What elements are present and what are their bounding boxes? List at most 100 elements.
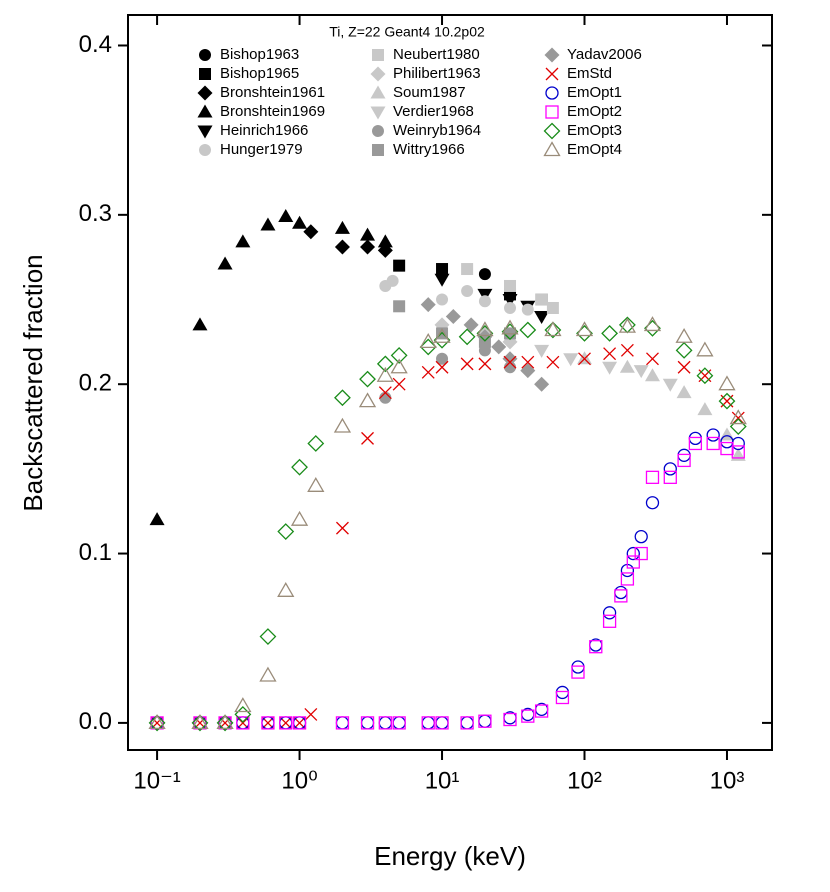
data-point bbox=[626, 555, 640, 569]
data-point bbox=[519, 321, 537, 339]
data-point bbox=[191, 714, 209, 730]
data-point bbox=[706, 428, 720, 442]
data-point bbox=[333, 417, 352, 433]
data-point bbox=[601, 324, 619, 342]
data-point bbox=[502, 351, 518, 367]
data-point bbox=[521, 303, 534, 316]
x-tick-label: 10⁻¹ bbox=[133, 767, 180, 794]
data-point bbox=[148, 714, 166, 732]
data-point bbox=[358, 392, 377, 408]
data-point bbox=[419, 333, 437, 349]
data-point bbox=[645, 470, 660, 484]
data-point bbox=[433, 327, 451, 343]
x-tick-label: 10² bbox=[567, 767, 602, 794]
data-point bbox=[718, 375, 736, 391]
data-point bbox=[677, 360, 691, 374]
legend-label: Yadav2006 bbox=[567, 46, 642, 63]
legend-label: Bronshtein1969 bbox=[220, 103, 325, 120]
data-point bbox=[378, 716, 392, 730]
data-point bbox=[602, 606, 617, 620]
data-point bbox=[534, 310, 550, 324]
data-point bbox=[634, 529, 648, 544]
data-point bbox=[577, 351, 593, 365]
x-tick-label: 10⁰ bbox=[281, 767, 317, 794]
data-point bbox=[626, 546, 640, 561]
data-point bbox=[718, 392, 736, 410]
data-point bbox=[504, 361, 517, 374]
data-point bbox=[277, 582, 295, 597]
legend-marker bbox=[543, 122, 561, 140]
data-point bbox=[504, 279, 517, 292]
legend-marker bbox=[372, 49, 384, 61]
y-axis-title: Backscattered fraction bbox=[18, 254, 48, 511]
data-point bbox=[696, 341, 714, 357]
data-point bbox=[191, 714, 209, 732]
data-point bbox=[502, 294, 518, 308]
legend-marker bbox=[199, 49, 211, 61]
data-point bbox=[435, 360, 449, 374]
data-point bbox=[376, 355, 394, 373]
legend-marker bbox=[197, 85, 213, 101]
data-point bbox=[688, 436, 703, 451]
plot-frame bbox=[127, 14, 773, 751]
data-point bbox=[633, 365, 649, 379]
y-tick-label: 0.0 bbox=[79, 708, 112, 735]
series bbox=[149, 209, 393, 526]
data-point bbox=[696, 367, 714, 385]
data-point bbox=[421, 716, 435, 730]
legend-label: Bishop1963 bbox=[220, 46, 299, 63]
legend-label: Bishop1965 bbox=[220, 65, 299, 82]
y-tick-label: 0.2 bbox=[79, 370, 112, 397]
data-point bbox=[644, 368, 660, 382]
data-point bbox=[491, 339, 507, 355]
data-point bbox=[392, 377, 406, 391]
legend-label: Verdier1968 bbox=[393, 103, 474, 120]
annotation: Ti, Z=22 Geant4 10.2p02 bbox=[329, 24, 485, 40]
legend-label: Soum1987 bbox=[393, 84, 466, 101]
data-point bbox=[292, 215, 308, 229]
data-point bbox=[304, 707, 318, 721]
legend-marker bbox=[370, 106, 386, 120]
data-point bbox=[192, 317, 208, 331]
data-point bbox=[386, 274, 399, 287]
data-point bbox=[458, 328, 476, 346]
data-point bbox=[521, 355, 535, 369]
data-point bbox=[335, 716, 350, 730]
data-point bbox=[634, 546, 648, 561]
data-point bbox=[234, 697, 252, 713]
series bbox=[303, 224, 393, 258]
legend-marker bbox=[370, 66, 386, 82]
data-point bbox=[618, 317, 637, 333]
data-point bbox=[461, 285, 474, 298]
data-point bbox=[360, 716, 375, 730]
legend-marker bbox=[197, 125, 213, 139]
data-point bbox=[645, 496, 660, 510]
legend-label: Wittry1966 bbox=[393, 141, 465, 158]
data-point bbox=[460, 357, 474, 371]
data-point bbox=[307, 435, 325, 452]
legend-marker bbox=[372, 144, 384, 156]
data-point bbox=[614, 589, 628, 603]
data-point bbox=[279, 716, 293, 730]
data-point bbox=[643, 316, 662, 332]
data-point bbox=[216, 714, 234, 732]
data-point bbox=[359, 370, 376, 388]
data-point bbox=[445, 308, 461, 324]
data-point bbox=[334, 239, 350, 255]
legend-label: Weinryb1964 bbox=[393, 122, 481, 139]
data-point bbox=[436, 263, 449, 276]
legend-marker bbox=[372, 125, 384, 137]
data-point bbox=[360, 239, 376, 255]
data-point bbox=[260, 217, 276, 231]
data-point bbox=[393, 300, 406, 313]
legend-marker bbox=[545, 105, 559, 119]
legend-marker bbox=[199, 144, 211, 156]
data-point bbox=[571, 665, 585, 679]
data-point bbox=[603, 347, 617, 361]
data-point bbox=[360, 227, 376, 241]
data-point bbox=[602, 614, 617, 628]
data-point bbox=[361, 431, 374, 445]
legend-label: Heinrich1966 bbox=[220, 122, 308, 139]
data-point bbox=[589, 640, 603, 654]
legend-label: EmOpt3 bbox=[567, 122, 622, 139]
